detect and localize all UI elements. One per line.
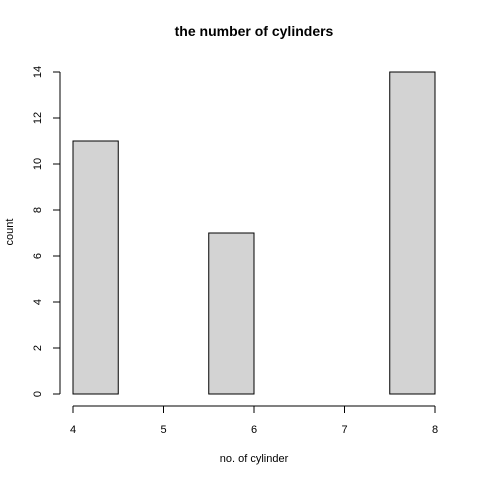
x-tick-label: 7 bbox=[341, 424, 347, 436]
x-tick-label: 6 bbox=[251, 424, 257, 436]
histogram-bar bbox=[208, 232, 255, 395]
y-tick-label: 8 bbox=[32, 207, 44, 213]
histogram-bar bbox=[72, 140, 119, 395]
bars bbox=[72, 71, 436, 395]
y-axis-label: count bbox=[4, 219, 16, 246]
x-tick-label: 5 bbox=[160, 424, 166, 436]
y-tick-label: 6 bbox=[32, 253, 44, 259]
x-tick-label: 8 bbox=[432, 424, 438, 436]
y-tick-label: 12 bbox=[32, 112, 44, 124]
y-tick-label: 14 bbox=[32, 66, 44, 78]
chart-title: the number of cylinders bbox=[175, 23, 334, 39]
x-axis: 4 5 6 7 8 bbox=[70, 405, 438, 436]
y-tick-label: 2 bbox=[32, 345, 44, 351]
y-tick-label: 4 bbox=[32, 299, 44, 305]
y-axis: 0 2 4 6 8 10 12 14 bbox=[32, 66, 61, 397]
y-tick-label: 10 bbox=[32, 158, 44, 170]
histogram-bar bbox=[389, 71, 436, 395]
x-axis-label: no. of cylinder bbox=[220, 453, 289, 465]
y-tick-label: 0 bbox=[32, 391, 44, 397]
x-tick-label: 4 bbox=[70, 424, 76, 436]
